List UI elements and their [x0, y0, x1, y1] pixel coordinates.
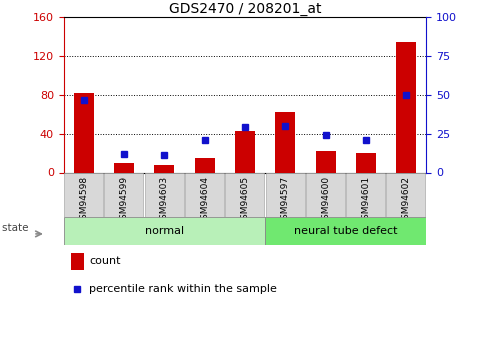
Bar [316, 151, 336, 172]
Text: disease state: disease state [0, 224, 28, 233]
Bar [74, 93, 94, 172]
Bar [64, 217, 265, 245]
Bar [114, 163, 134, 172]
Text: count: count [89, 256, 121, 266]
Bar [396, 41, 416, 172]
Text: neural tube defect: neural tube defect [294, 226, 397, 236]
Text: GSM94605: GSM94605 [241, 176, 249, 225]
Bar [185, 173, 224, 217]
Bar [356, 153, 376, 172]
Bar [306, 173, 345, 217]
Text: GSM94601: GSM94601 [361, 176, 370, 225]
Title: GDS2470 / 208201_at: GDS2470 / 208201_at [169, 2, 321, 16]
Bar [71, 253, 84, 269]
Text: GSM94604: GSM94604 [200, 176, 209, 225]
Bar [265, 217, 426, 245]
Text: GSM94599: GSM94599 [120, 176, 129, 225]
Bar [104, 173, 144, 217]
Bar [64, 173, 103, 217]
Text: GSM94598: GSM94598 [79, 176, 88, 225]
Text: GSM94600: GSM94600 [321, 176, 330, 225]
Bar [266, 173, 305, 217]
Text: GSM94603: GSM94603 [160, 176, 169, 225]
Bar [235, 131, 255, 172]
Bar [145, 173, 184, 217]
Bar [275, 112, 295, 172]
Bar [387, 173, 425, 217]
Bar [154, 165, 174, 172]
Text: GSM94602: GSM94602 [402, 176, 411, 225]
Bar [225, 173, 264, 217]
Text: percentile rank within the sample: percentile rank within the sample [89, 284, 277, 294]
Text: GSM94597: GSM94597 [281, 176, 290, 225]
Bar [195, 158, 215, 172]
Text: normal: normal [145, 226, 184, 236]
Bar [346, 173, 385, 217]
